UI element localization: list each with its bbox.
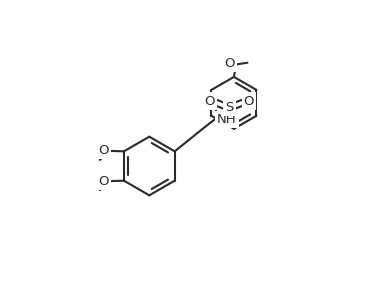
Text: O: O xyxy=(225,57,235,70)
Text: S: S xyxy=(225,101,234,114)
Text: O: O xyxy=(205,95,215,108)
Text: O: O xyxy=(98,144,109,157)
Text: O: O xyxy=(98,175,109,188)
Text: O: O xyxy=(244,95,254,108)
Text: NH: NH xyxy=(217,113,237,126)
